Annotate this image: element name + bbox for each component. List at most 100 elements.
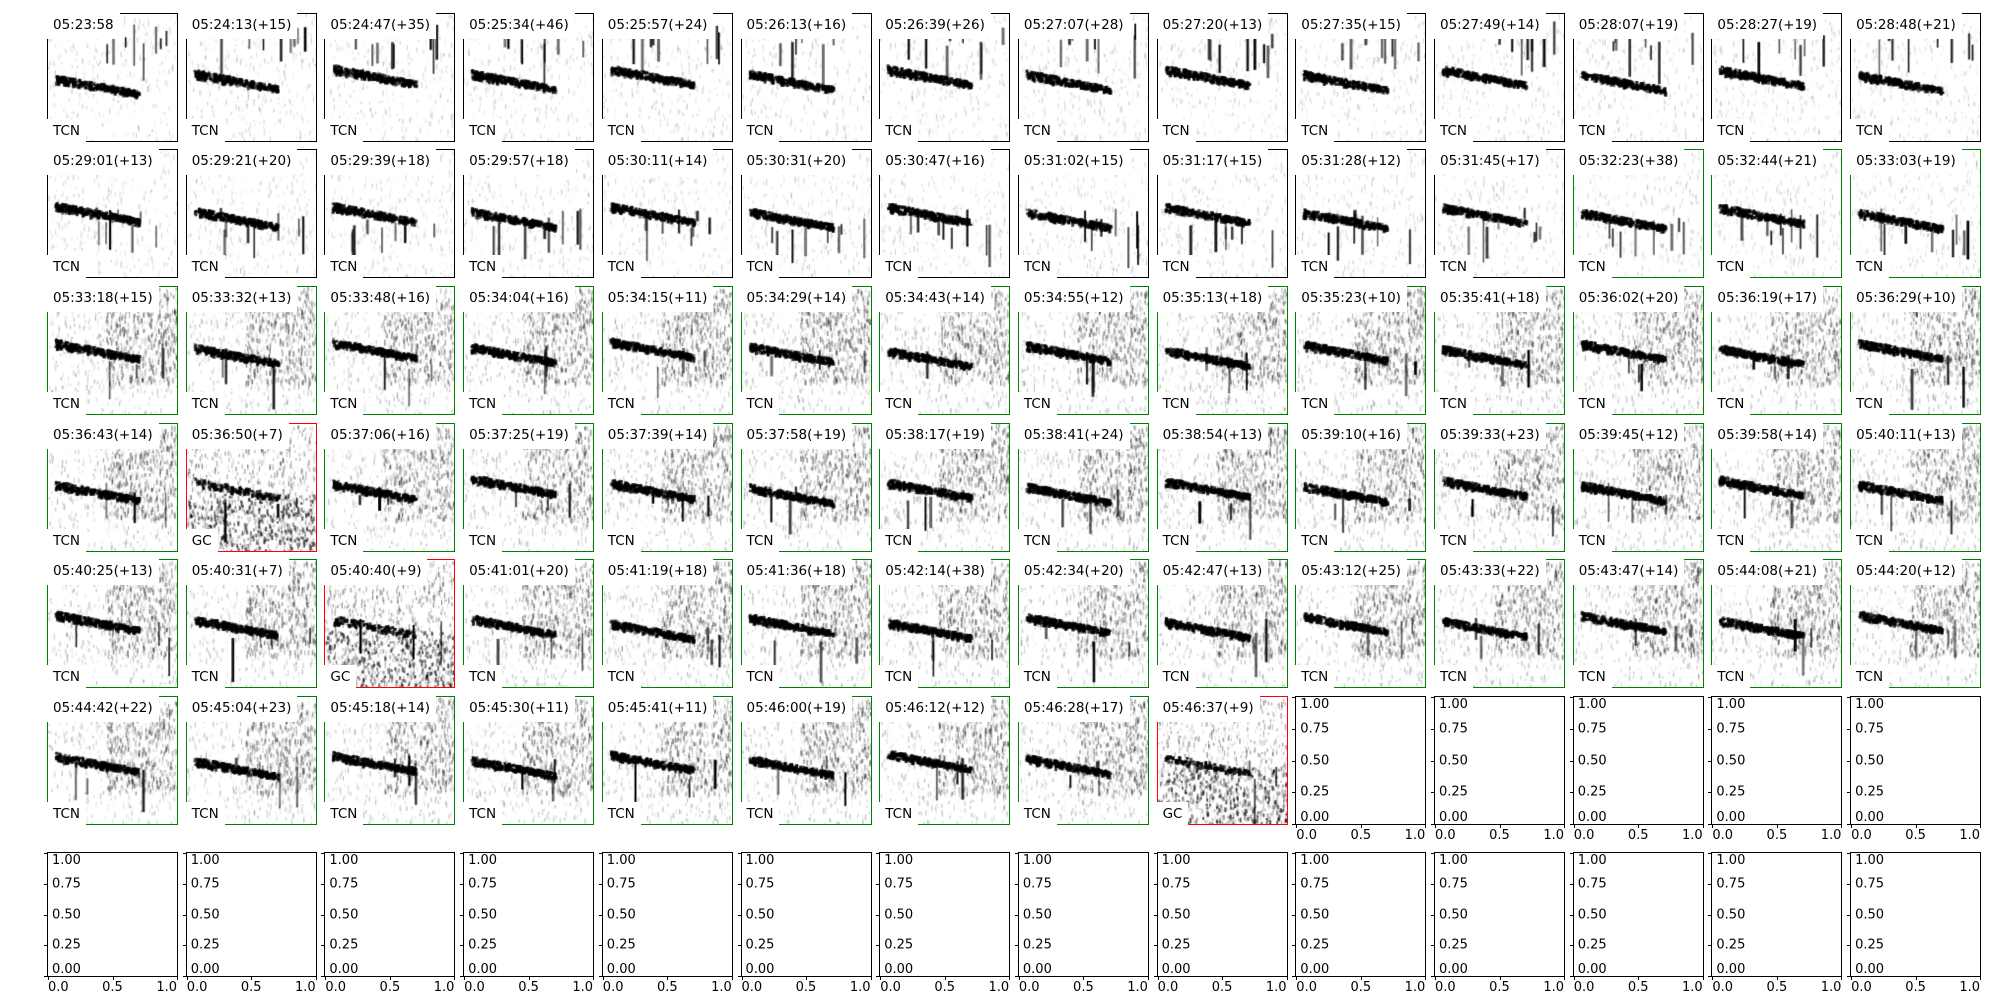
spectrogram-panel: 05:27:20(+13) TCN bbox=[1156, 12, 1288, 142]
spectrogram-panel: 05:27:07(+28) TCN bbox=[1017, 12, 1149, 142]
panel-time-label: 05:34:04(+16) bbox=[463, 285, 575, 312]
y-tick-label: 1.00 bbox=[1300, 853, 1330, 868]
y-tick-label: 0.25 bbox=[1855, 937, 1885, 953]
panel-class-label: TCN bbox=[324, 391, 364, 415]
panel-time-label: 05:30:31(+20) bbox=[740, 149, 853, 176]
y-tick-label: 0.75 bbox=[190, 876, 220, 892]
y-tick-label: 0.75 bbox=[1716, 721, 1746, 737]
x-tick bbox=[1915, 976, 1917, 980]
x-tick bbox=[870, 976, 872, 980]
y-tick-label: 0.00 bbox=[329, 962, 359, 977]
empty-axes: 0.00 0.25 0.50 0.75 1.00 0.0 0.5 1.0 bbox=[1569, 852, 1704, 994]
panel-class-label: TCN bbox=[1017, 391, 1057, 415]
y-tick bbox=[737, 945, 742, 947]
x-tick-label: 1.0 bbox=[711, 980, 732, 995]
x-tick bbox=[1980, 824, 1982, 828]
x-tick-label: 0.0 bbox=[464, 980, 485, 995]
panel-time-label: 05:29:39(+18) bbox=[324, 149, 437, 176]
panel-class-label: TCN bbox=[601, 255, 641, 279]
spectrogram-panel: 05:46:37(+9) GC bbox=[1156, 696, 1288, 825]
panel-class-label: TCN bbox=[463, 391, 503, 415]
y-tick-label: 0.00 bbox=[190, 962, 220, 977]
x-tick bbox=[880, 976, 882, 980]
panel-class-label: TCN bbox=[1434, 528, 1473, 552]
spectrogram-panel: 05:25:34(+46) TCN bbox=[463, 12, 595, 142]
x-tick bbox=[1638, 976, 1640, 980]
panel-class-label: TCN bbox=[324, 802, 364, 825]
x-tick-label: 0.5 bbox=[1350, 980, 1372, 995]
x-tick bbox=[1712, 824, 1714, 828]
panel-time-label: 05:27:20(+13) bbox=[1156, 12, 1269, 39]
y-tick-label: 0.50 bbox=[190, 907, 220, 922]
panel-time-label: 05:35:41(+18) bbox=[1434, 285, 1546, 312]
y-tick-label: 0.75 bbox=[468, 876, 498, 892]
y-tick-label: 1.00 bbox=[1577, 853, 1607, 868]
y-tick-label: 0.50 bbox=[606, 907, 636, 922]
empty-axes: 0.00 0.25 0.50 0.75 1.00 0.0 0.5 1.0 bbox=[1292, 852, 1427, 994]
y-tick-label: 0.25 bbox=[1855, 784, 1885, 800]
y-tick-label: 0.50 bbox=[884, 907, 914, 922]
y-tick-label: 0.75 bbox=[884, 876, 914, 892]
panel-class-label: TCN bbox=[1017, 665, 1057, 689]
x-tick bbox=[1564, 824, 1565, 828]
spectrogram-panel: 05:36:29(+10) TCN bbox=[1850, 285, 1982, 415]
y-tick-label: 0.00 bbox=[468, 962, 498, 977]
spectrogram-panel: 05:27:35(+15) TCN bbox=[1295, 12, 1427, 142]
panel-time-label: 05:39:33(+23) bbox=[1434, 422, 1546, 449]
panel-class-label: TCN bbox=[185, 255, 225, 279]
y-tick-label: 0.25 bbox=[329, 937, 359, 953]
spectrogram-panel: 05:35:23(+10) TCN bbox=[1295, 285, 1427, 415]
y-tick-label: 0.25 bbox=[52, 937, 81, 953]
x-tick bbox=[1841, 976, 1843, 980]
panel-class-label: TCN bbox=[1572, 118, 1612, 142]
y-tick bbox=[321, 945, 326, 947]
x-tick bbox=[528, 976, 530, 980]
spectrogram-panel: 05:34:15(+11) TCN bbox=[601, 285, 733, 415]
empty-axes: 0.00 0.25 0.50 0.75 1.00 0.0 0.5 1.0 bbox=[44, 852, 178, 994]
y-tick bbox=[1014, 853, 1019, 854]
y-tick-label: 0.25 bbox=[1439, 937, 1468, 953]
panel-time-label: 05:32:44(+21) bbox=[1711, 149, 1824, 176]
y-tick-label: 1.00 bbox=[1439, 697, 1468, 712]
y-tick-label: 0.00 bbox=[1716, 962, 1746, 977]
panel-time-label: 05:37:39(+14) bbox=[601, 422, 714, 449]
x-tick bbox=[315, 976, 317, 980]
y-tick bbox=[1569, 824, 1574, 825]
x-tick-label: 0.0 bbox=[1712, 828, 1734, 843]
x-tick-label: 0.0 bbox=[1851, 980, 1872, 995]
empty-axes: 0.00 0.25 0.50 0.75 1.00 0.0 0.5 1.0 bbox=[1431, 696, 1565, 842]
y-tick bbox=[1847, 728, 1852, 730]
y-tick bbox=[1431, 914, 1435, 916]
panel-class-label: TCN bbox=[47, 802, 86, 825]
y-tick bbox=[1292, 883, 1297, 885]
panel-time-label: 05:33:18(+15) bbox=[47, 285, 159, 312]
panel-class-label: TCN bbox=[1711, 665, 1751, 689]
y-tick bbox=[598, 945, 603, 947]
x-tick bbox=[1980, 976, 1982, 980]
empty-axes: 0.00 0.25 0.50 0.75 1.00 0.0 0.5 1.0 bbox=[321, 852, 456, 994]
y-tick-label: 0.75 bbox=[606, 876, 636, 892]
y-tick-label: 1.00 bbox=[468, 853, 498, 868]
x-tick-label: 1.0 bbox=[1404, 980, 1426, 995]
spectrogram-panel: 05:38:54(+13) TCN bbox=[1156, 422, 1288, 552]
spectrogram-panel: 05:34:55(+12) TCN bbox=[1017, 285, 1149, 415]
x-tick-label: 0.5 bbox=[1905, 828, 1926, 843]
spectrogram-panel: 05:40:40(+9) GC bbox=[324, 559, 456, 689]
spectrogram-panel: 05:40:11(+13) TCN bbox=[1850, 422, 1982, 552]
x-tick-label: 0.0 bbox=[1851, 828, 1872, 843]
x-tick bbox=[741, 976, 743, 980]
y-tick bbox=[1847, 824, 1852, 825]
x-tick-label: 1.0 bbox=[1543, 980, 1564, 995]
panel-time-label: 05:27:35(+15) bbox=[1295, 12, 1407, 39]
y-tick-label: 0.00 bbox=[1855, 962, 1885, 977]
panel-time-label: 05:44:20(+12) bbox=[1850, 559, 1962, 586]
panel-time-label: 05:37:06(+16) bbox=[324, 422, 437, 449]
y-tick bbox=[1292, 914, 1297, 916]
spectrogram-panel: 05:29:01(+13) TCN bbox=[47, 149, 178, 279]
x-tick bbox=[464, 976, 466, 980]
x-tick bbox=[1147, 976, 1149, 980]
panel-time-label: 05:24:13(+15) bbox=[185, 12, 298, 39]
panel-time-label: 05:31:17(+15) bbox=[1156, 149, 1269, 176]
x-tick bbox=[1435, 976, 1436, 980]
empty-axes: 0.00 0.25 0.50 0.75 1.00 0.0 0.5 1.0 bbox=[1292, 696, 1427, 842]
